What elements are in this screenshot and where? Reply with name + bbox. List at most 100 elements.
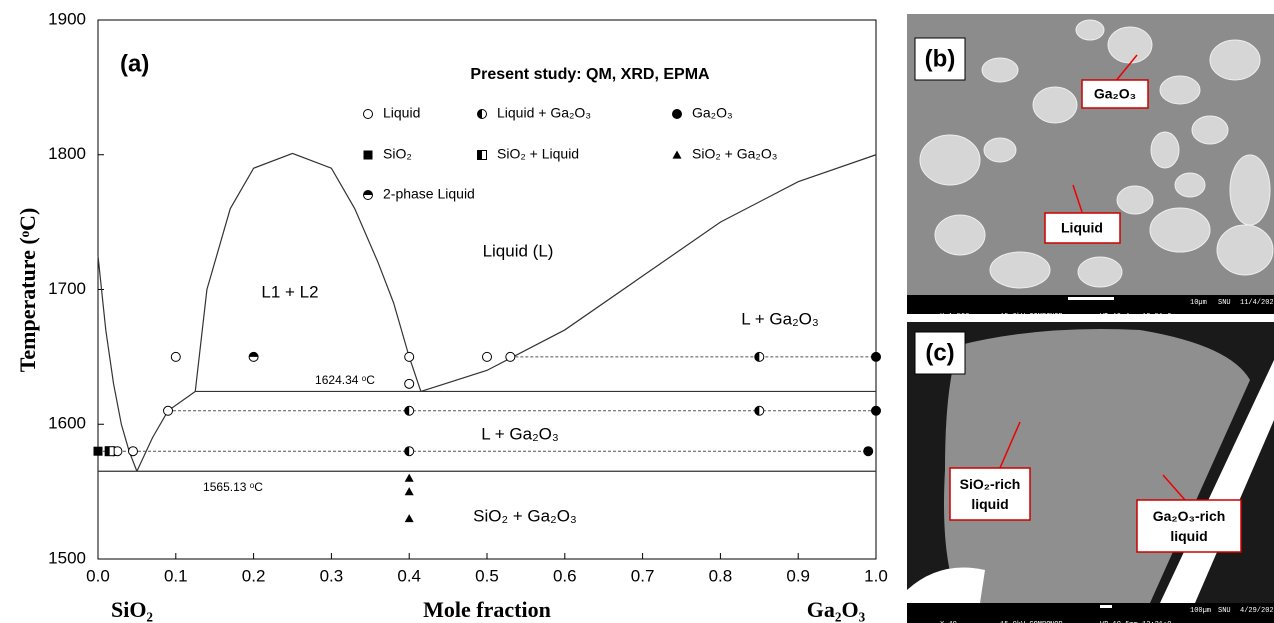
annotation: 1624.34 ᵒC bbox=[315, 373, 375, 387]
y-tick-label: 1800 bbox=[48, 144, 86, 163]
data-point bbox=[164, 406, 173, 415]
marker-part bbox=[405, 487, 414, 495]
x-tick-label: 0.4 bbox=[397, 566, 421, 585]
marker-part bbox=[872, 352, 881, 361]
marker-part bbox=[872, 406, 881, 415]
info-text: SNU bbox=[1218, 299, 1231, 307]
info-text: 15.0kV COMPO bbox=[1000, 313, 1050, 321]
micrograph-label-box: Ga₂O₃-rich liquid bbox=[1137, 500, 1241, 552]
phase-boundary bbox=[98, 256, 137, 471]
micrograph-label: Liquid bbox=[1061, 220, 1103, 236]
data-point bbox=[94, 447, 103, 456]
info-text: 4/29/2023 bbox=[1240, 607, 1274, 615]
x-tick-label: 0.0 bbox=[86, 566, 110, 585]
micrograph-label: SiO₂-rich liquid bbox=[950, 468, 1030, 520]
marker-part bbox=[171, 352, 180, 361]
micrograph-label: Ga₂O₃ bbox=[1094, 86, 1136, 102]
x-tick-label: 0.7 bbox=[631, 566, 655, 585]
data-point bbox=[483, 352, 492, 361]
x-axis-title: Mole fraction bbox=[423, 597, 551, 622]
data-point bbox=[755, 352, 764, 361]
y-tick-label: 1600 bbox=[48, 414, 86, 433]
legend-marker bbox=[364, 110, 373, 119]
legend-marker bbox=[364, 191, 373, 200]
phase-boundary bbox=[137, 391, 195, 471]
x-tick-label: 0.1 bbox=[164, 566, 188, 585]
legend-title: Present study: QM, XRD, EPMA bbox=[470, 66, 710, 83]
annotation: 1565.13 ᵒC bbox=[203, 480, 263, 494]
marker-part bbox=[364, 110, 373, 119]
region-label: L + Ga₂O₃ bbox=[741, 309, 819, 328]
micrograph-c: (c) SiO₂-rich liquid Ga₂O₃-rich liquid bbox=[907, 322, 1274, 623]
micrograph-b: (b) Ga₂O₃ Liquid bbox=[907, 14, 1274, 314]
y-axis-title: Temperature (ᵒC) bbox=[15, 208, 40, 373]
x-tick-label: 0.3 bbox=[320, 566, 344, 585]
marker-part bbox=[506, 352, 515, 361]
micrograph-label: Ga₂O₃-rich liquid bbox=[1137, 500, 1241, 552]
legend-marker bbox=[364, 151, 373, 160]
marker-part bbox=[364, 151, 373, 160]
legend-label: Ga₂O₃ bbox=[692, 105, 733, 121]
marker-part bbox=[405, 474, 414, 482]
data-point bbox=[129, 447, 138, 456]
data-point bbox=[405, 447, 414, 456]
panel-label: (c) bbox=[925, 339, 954, 366]
marker-part bbox=[673, 110, 682, 119]
legend-marker bbox=[673, 151, 682, 159]
data-point bbox=[405, 487, 414, 495]
region-label: SiO₂ + Ga₂O₃ bbox=[473, 506, 577, 525]
data-point bbox=[171, 352, 180, 361]
plot bbox=[94, 20, 881, 559]
marker-part bbox=[94, 447, 103, 456]
x-left-label: SiO₂ bbox=[111, 597, 153, 622]
marker-part bbox=[405, 352, 414, 361]
region-label: Liquid (L) bbox=[483, 241, 554, 260]
data-point bbox=[105, 447, 114, 456]
x-tick-label: 1.0 bbox=[864, 566, 888, 585]
legend-label: SiO₂ bbox=[383, 146, 412, 162]
data-point bbox=[405, 474, 414, 482]
marker-part bbox=[483, 352, 492, 361]
info-text: NOR bbox=[1050, 313, 1063, 321]
x-tick-label: 0.9 bbox=[786, 566, 810, 585]
info-text: WD 10.4mm 12:51:0 bbox=[1100, 313, 1171, 321]
data-point bbox=[249, 352, 258, 361]
legend-label: SiO₂ + Liquid bbox=[497, 146, 579, 162]
info-text: 100µm bbox=[1190, 607, 1211, 615]
legend-marker bbox=[673, 110, 682, 119]
legend-label: SiO₂ + Ga₂O₃ bbox=[692, 146, 777, 162]
figure: (a) Present study: QM, XRD, EPMA Tempera… bbox=[0, 0, 1274, 623]
legend-marker bbox=[478, 151, 487, 160]
marker-part bbox=[405, 379, 414, 388]
plot-frame bbox=[98, 20, 876, 559]
x-tick-label: 0.2 bbox=[242, 566, 266, 585]
x-right-label: Ga₂O₃ bbox=[807, 597, 866, 622]
data-point bbox=[872, 352, 881, 361]
info-text: 10µm bbox=[1190, 299, 1207, 307]
legend-label: Liquid bbox=[383, 105, 420, 121]
micrograph-label-box: SiO₂-rich liquid bbox=[950, 468, 1030, 520]
info-text: 11/4/2022 bbox=[1240, 299, 1274, 307]
marker-part bbox=[129, 447, 138, 456]
marker-part bbox=[673, 151, 682, 159]
data-point bbox=[405, 514, 414, 522]
marker-part bbox=[405, 514, 414, 522]
marker-part bbox=[864, 447, 873, 456]
data-point bbox=[506, 352, 515, 361]
y-tick-label: 1700 bbox=[48, 279, 86, 298]
data-point bbox=[405, 379, 414, 388]
data-point bbox=[405, 406, 414, 415]
data-point bbox=[864, 447, 873, 456]
marker-part bbox=[164, 406, 173, 415]
legend-label: 2-phase Liquid bbox=[383, 186, 475, 202]
panel-label: (b) bbox=[925, 45, 956, 72]
data-point bbox=[755, 406, 764, 415]
marker-part bbox=[478, 151, 483, 160]
marker-part bbox=[105, 447, 110, 456]
legend-label: Liquid + Ga₂O₃ bbox=[497, 105, 591, 121]
x-tick-label: 0.8 bbox=[709, 566, 733, 585]
data-point bbox=[405, 352, 414, 361]
region-label: L + Ga₂O₃ bbox=[481, 424, 559, 443]
y-tick-label: 1900 bbox=[48, 9, 86, 28]
info-text: SNU bbox=[1218, 607, 1231, 615]
